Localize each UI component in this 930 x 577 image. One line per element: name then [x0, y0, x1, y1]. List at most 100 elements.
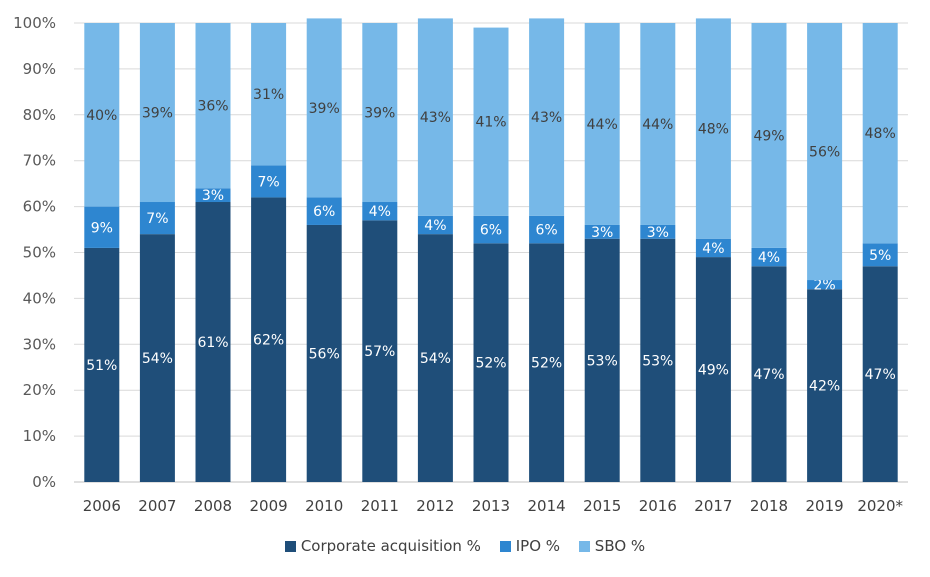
bar-segment	[362, 202, 398, 221]
x-tick-label: 2016	[639, 497, 677, 515]
data-label: 6%	[313, 204, 335, 220]
legend-label-sbo: SBO %	[594, 537, 646, 555]
data-label: 3%	[591, 225, 613, 241]
data-label: 4%	[702, 241, 724, 257]
data-label: 3%	[647, 225, 669, 241]
x-tick-label: 2014	[528, 497, 566, 515]
bar-segment	[751, 247, 787, 267]
data-label: 2%	[813, 278, 835, 294]
bar-segment	[139, 23, 175, 203]
data-label: 6%	[535, 223, 557, 239]
x-tick-label: 2007	[138, 497, 176, 515]
data-label: 9%	[91, 220, 113, 236]
data-label: 43%	[531, 110, 562, 126]
data-label: 3%	[202, 188, 224, 204]
y-tick-label: 10%	[23, 427, 56, 445]
legend-label-ipo: IPO %	[515, 537, 561, 555]
bar-segment	[306, 197, 342, 225]
data-label: 54%	[420, 351, 451, 367]
data-label: 56%	[309, 346, 340, 362]
bar-segment	[862, 266, 898, 482]
legend: Corporate acquisition % IPO % SBO %	[0, 537, 930, 556]
legend-label-corporate: Corporate acquisition %	[300, 537, 481, 555]
x-tick-label: 2011	[361, 497, 399, 515]
bar-segment	[417, 18, 453, 216]
data-label: 52%	[475, 356, 506, 372]
data-label: 43%	[420, 110, 451, 126]
bar-segment	[529, 18, 565, 216]
y-tick-label: 100%	[13, 14, 56, 32]
bar-segment	[84, 247, 120, 482]
data-label: 52%	[531, 356, 562, 372]
bar-segment	[251, 23, 287, 166]
x-tick-label: 2012	[416, 497, 454, 515]
bar-segment	[529, 215, 565, 244]
data-label: 7%	[257, 174, 279, 190]
y-tick-label: 50%	[23, 244, 56, 262]
x-tick-label: 2013	[472, 497, 510, 515]
bar-segment	[473, 27, 509, 216]
bar-segment	[473, 243, 509, 482]
y-tick-label: 30%	[23, 335, 56, 353]
y-tick-label: 20%	[23, 381, 56, 399]
bar-segment	[139, 202, 175, 235]
data-label: 47%	[865, 367, 896, 383]
bar-segment	[807, 280, 843, 290]
data-label: 39%	[364, 106, 395, 122]
bar-segment	[84, 206, 120, 248]
x-tick-label: 2008	[194, 497, 232, 515]
data-label: 4%	[758, 250, 780, 266]
data-label: 61%	[197, 335, 228, 351]
bar-segment	[862, 23, 898, 244]
bar-segment	[584, 238, 620, 482]
bar-segment	[251, 197, 287, 483]
bar-segment	[695, 257, 731, 482]
bar-segment	[195, 202, 231, 482]
bar-segment	[584, 23, 620, 225]
x-tick-label: 2019	[806, 497, 844, 515]
data-label: 44%	[587, 117, 618, 133]
bar-segment	[195, 188, 231, 203]
data-label: 57%	[364, 344, 395, 360]
bar-segment	[862, 243, 898, 267]
data-label: 7%	[146, 211, 168, 227]
bar-segment	[640, 224, 676, 239]
bar-segment	[695, 18, 731, 239]
bar-segment	[751, 266, 787, 482]
x-tick-label: 2006	[83, 497, 121, 515]
y-tick-label: 70%	[23, 152, 56, 170]
bar-segment	[251, 165, 287, 198]
x-tick-label: 2020*	[857, 497, 903, 515]
bar-segment	[417, 234, 453, 482]
data-label: 54%	[142, 351, 173, 367]
data-label: 47%	[753, 367, 784, 383]
bar-segment	[751, 23, 787, 248]
bar-segment	[306, 224, 342, 482]
y-tick-label: 60%	[23, 198, 56, 216]
data-label: 31%	[253, 87, 284, 103]
legend-item-ipo: IPO %	[499, 537, 561, 555]
bar-segment	[362, 220, 398, 482]
data-label: 4%	[369, 204, 391, 220]
legend-swatch-sbo	[578, 540, 590, 552]
y-tick-label: 40%	[23, 289, 56, 307]
bar-segment	[473, 215, 509, 244]
data-label: 51%	[86, 358, 117, 374]
bar-segment	[306, 18, 342, 198]
bar-segment	[529, 243, 565, 482]
bar-segment	[195, 23, 231, 189]
data-label: 53%	[642, 353, 673, 369]
data-label: 49%	[753, 128, 784, 144]
bar-segment	[640, 238, 676, 482]
data-label: 48%	[698, 122, 729, 138]
y-tick-label: 0%	[32, 473, 56, 491]
data-label: 41%	[475, 115, 506, 131]
x-tick-label: 2010	[305, 497, 343, 515]
legend-swatch-corporate	[284, 540, 296, 552]
data-label: 49%	[698, 363, 729, 379]
x-tick-label: 2009	[250, 497, 288, 515]
bar-segment	[807, 289, 843, 482]
data-label: 56%	[809, 145, 840, 161]
